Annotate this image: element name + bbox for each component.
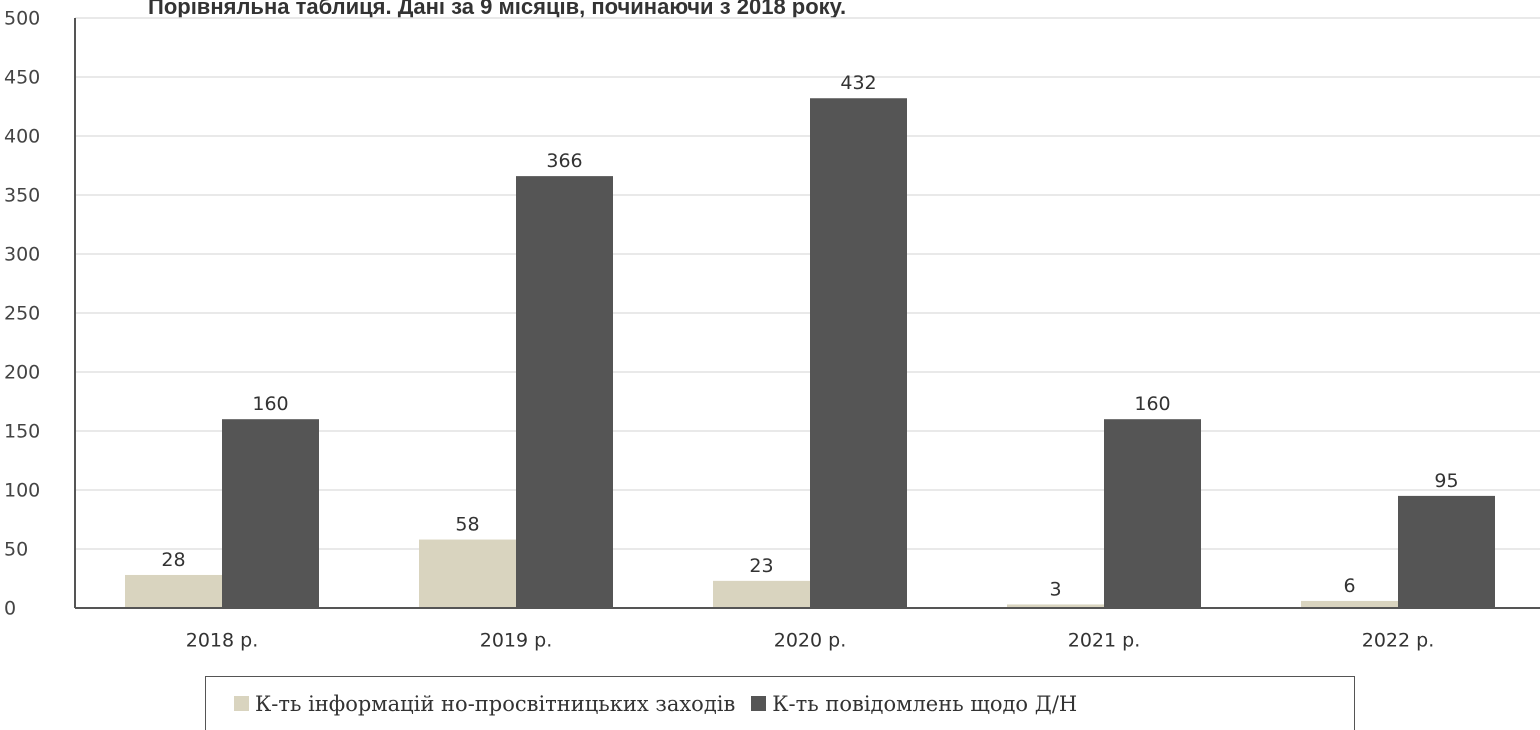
y-tick-label: 350 — [4, 185, 40, 207]
bar-1-2 — [419, 539, 516, 608]
axes — [74, 18, 1540, 609]
y-tick-label: 200 — [4, 362, 40, 384]
y-tick-label: 50 — [4, 539, 28, 561]
legend-item-series-2: К-ть повідомлень щодо Д/Н — [751, 692, 1077, 716]
data-label: 432 — [840, 72, 876, 94]
x-axis-ticks: 2018 р. 2019 р. 2020 р. 2021 р. 2022 р. — [186, 630, 1435, 652]
data-label: 95 — [1434, 470, 1458, 492]
x-tick-label: 2020 р. — [774, 630, 847, 652]
gridlines — [75, 17, 1540, 550]
data-label: 366 — [546, 150, 582, 172]
data-label: 160 — [252, 393, 288, 415]
bars — [125, 98, 1495, 609]
legend: К-ть інформацій но-просвітницьких заході… — [205, 676, 1355, 730]
data-label: 58 — [455, 514, 479, 536]
bar-2-3 — [810, 98, 907, 609]
y-tick-label: 450 — [4, 67, 40, 89]
y-tick-label: 400 — [4, 126, 40, 148]
x-tick-label: 2022 р. — [1362, 630, 1435, 652]
y-tick-label: 100 — [4, 480, 40, 502]
data-label: 28 — [161, 549, 185, 571]
y-tick-label: 500 — [4, 8, 40, 30]
data-label: 23 — [749, 555, 773, 577]
x-tick-label: 2018 р. — [186, 630, 259, 652]
x-tick-label: 2021 р. — [1068, 630, 1141, 652]
data-label: 3 — [1049, 578, 1061, 600]
data-label: 160 — [1134, 393, 1170, 415]
bar-1-3 — [713, 580, 810, 608]
data-label: 6 — [1343, 575, 1355, 597]
bar-2-5 — [1398, 495, 1495, 608]
bar-1-4 — [1007, 604, 1104, 608]
x-tick-label: 2019 р. — [480, 630, 553, 652]
bar-2-2 — [516, 176, 613, 608]
y-tick-label: 150 — [4, 421, 40, 443]
y-tick-label: 0 — [4, 598, 16, 620]
y-tick-label: 250 — [4, 303, 40, 325]
bar-1-1 — [125, 574, 222, 608]
legend-label-series-2: К-ть повідомлень щодо Д/Н — [772, 691, 1078, 716]
legend-label-series-1: К-ть інформацій но-просвітницьких заході… — [255, 691, 736, 716]
legend-item-series-1: К-ть інформацій но-просвітницьких заході… — [234, 692, 735, 716]
bar-2-4 — [1104, 419, 1201, 608]
bar-1-5 — [1301, 600, 1398, 608]
chart-title: Порівняльна таблиця. Дані за 9 місяців, … — [148, 0, 846, 19]
y-axis-ticks: 0 50 100 150 200 250 300 350 400 450 500 — [4, 8, 40, 620]
data-labels: 28 160 58 366 23 432 3 160 6 95 — [161, 72, 1458, 600]
y-tick-label: 300 — [4, 244, 40, 266]
bar-2-1 — [222, 419, 319, 608]
legend-swatch-series-1 — [234, 696, 249, 711]
legend-swatch-series-2 — [751, 696, 767, 711]
